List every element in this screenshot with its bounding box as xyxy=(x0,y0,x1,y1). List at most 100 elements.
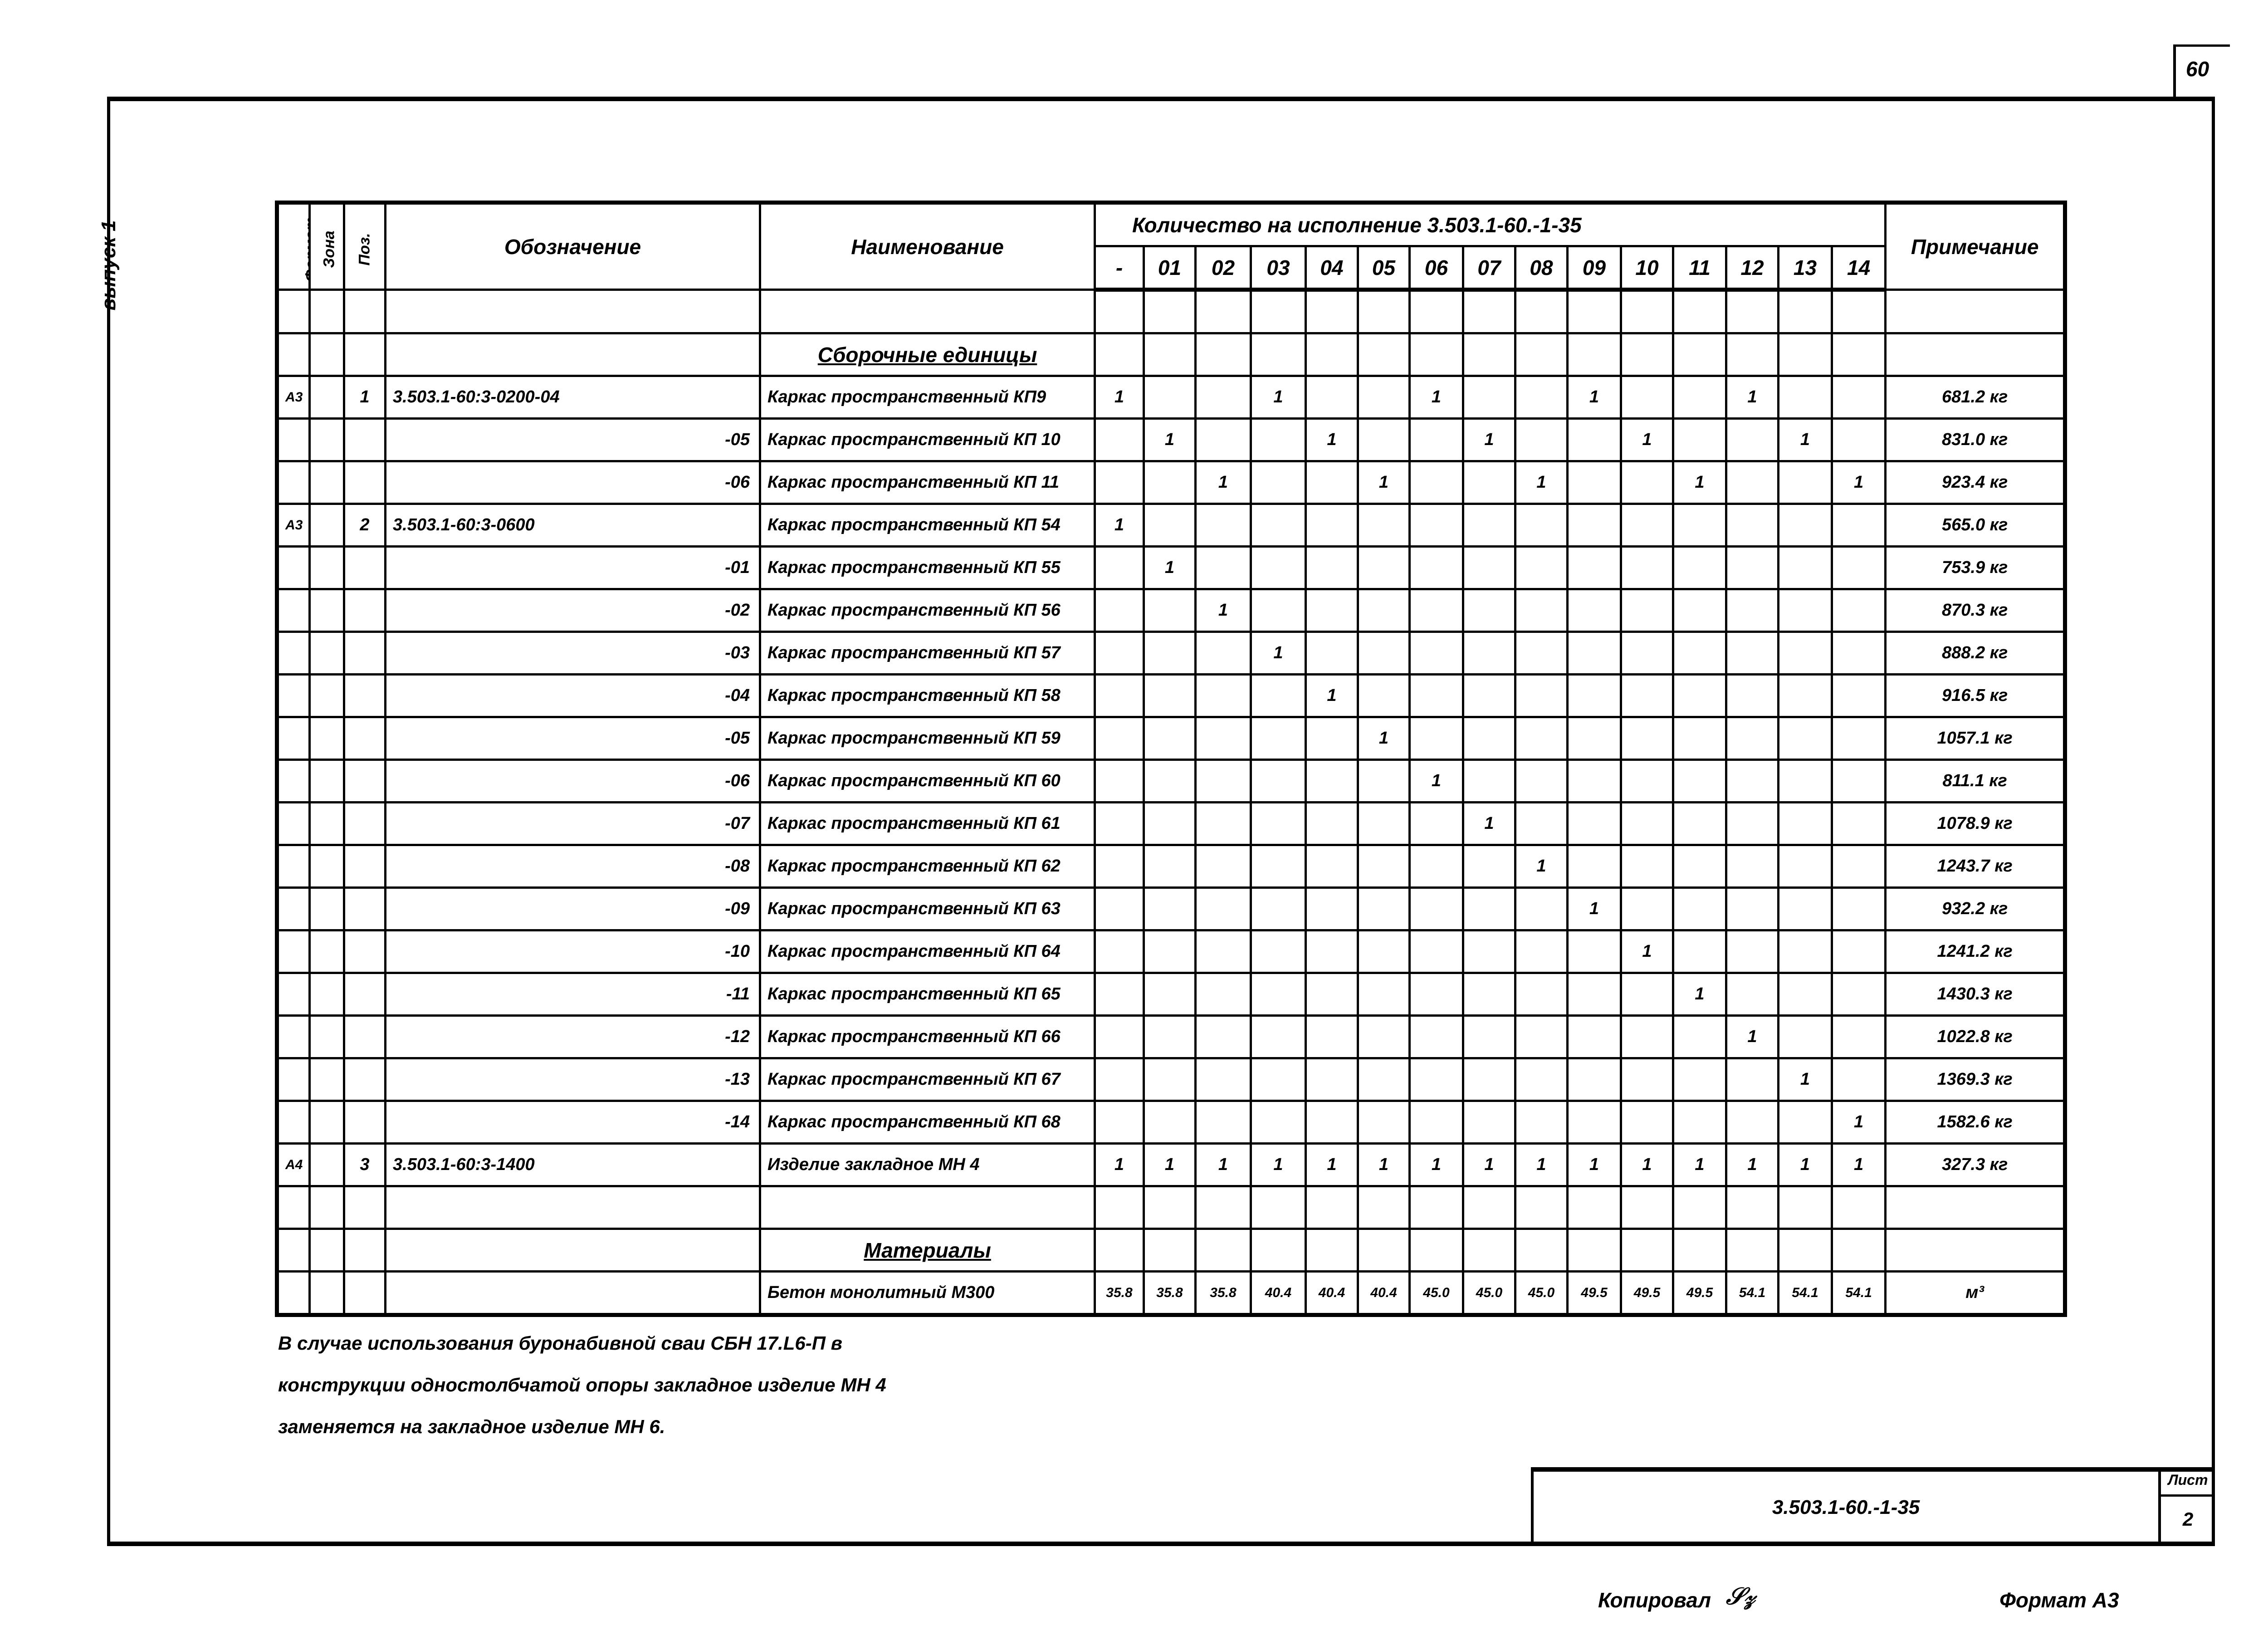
qty-cell xyxy=(1305,631,1359,676)
sheet-box: Лист 2 xyxy=(2158,1467,2215,1543)
qty-cell xyxy=(1566,759,1622,803)
empty-cell xyxy=(343,1185,386,1230)
qty-cell xyxy=(1620,588,1674,633)
qty-cell xyxy=(1620,375,1674,420)
qty-cell: 1 xyxy=(1143,1142,1197,1187)
empty-cell xyxy=(1462,289,1516,334)
empty-cell xyxy=(1566,1228,1622,1273)
name-cell: Каркас пространственный КП9 xyxy=(759,375,1096,420)
qty-cell xyxy=(1620,631,1674,676)
qty-cell xyxy=(1094,1100,1145,1145)
qty-cell xyxy=(1725,417,1779,462)
table-row: -05 Каркас пространственный КП 10 1 1 1 1 1 831… xyxy=(276,417,2067,462)
name-cell: Бетон монолитный М300 xyxy=(759,1270,1096,1316)
qty-cell xyxy=(1094,844,1145,889)
zone-cell xyxy=(308,844,345,889)
qty-cell xyxy=(1725,972,1779,1017)
qty-cell: 35.8 xyxy=(1194,1270,1252,1316)
header-qty-col: 07 xyxy=(1462,245,1516,292)
empty-cell xyxy=(1357,332,1411,377)
name-cell: Каркас пространственный КП 56 xyxy=(759,588,1096,633)
qty-cell xyxy=(1672,929,1727,974)
qty-cell: 1 xyxy=(1830,1142,1887,1187)
header-format: Формат xyxy=(276,201,311,291)
pos-cell xyxy=(343,460,386,505)
empty-cell xyxy=(276,289,311,334)
qty-cell xyxy=(1620,844,1674,889)
qty-cell xyxy=(1777,545,1833,590)
qty-cell xyxy=(1672,716,1727,761)
table-row: -06 Каркас пространственный КП 11 1 1 1 1 1 923… xyxy=(276,460,2067,505)
pos-cell xyxy=(343,759,386,803)
qty-cell xyxy=(1194,1100,1252,1145)
zone-cell xyxy=(308,1014,345,1059)
qty-cell: 1 xyxy=(1194,1142,1252,1187)
empty-cell xyxy=(384,1185,761,1230)
note-cell: 870.3 кг xyxy=(1884,588,2067,633)
empty-cell xyxy=(1672,1228,1727,1273)
qty-cell xyxy=(1777,801,1833,846)
table-row: -03 Каркас пространственный КП 57 1 888.2 к… xyxy=(276,631,2067,676)
header-zone-label: Зона xyxy=(320,230,338,268)
qty-cell: 1 xyxy=(1194,460,1252,505)
qty-cell xyxy=(1725,801,1779,846)
qty-cell: 1 xyxy=(1462,417,1516,462)
pos-cell xyxy=(343,417,386,462)
qty-cell xyxy=(1094,801,1145,846)
qty-cell xyxy=(1566,545,1622,590)
qty-cell xyxy=(1462,588,1516,633)
qty-cell xyxy=(1194,844,1252,889)
qty-cell xyxy=(1194,375,1252,420)
qty-cell: 1 xyxy=(1620,1142,1674,1187)
format-cell xyxy=(276,588,311,633)
empty-cell xyxy=(1884,1185,2067,1230)
qty-cell xyxy=(1830,588,1887,633)
qty-cell xyxy=(1672,1100,1727,1145)
qty-cell xyxy=(1305,844,1359,889)
qty-cell xyxy=(1357,1100,1411,1145)
designation-cell: -12 xyxy=(384,1014,761,1059)
qty-cell xyxy=(1777,503,1833,548)
header-designation: Обозначение xyxy=(384,201,761,291)
empty-cell xyxy=(1094,289,1145,334)
pos-cell xyxy=(343,1100,386,1145)
qty-cell xyxy=(1094,1014,1145,1059)
qty-cell xyxy=(1566,631,1622,676)
qty-cell: 54.1 xyxy=(1725,1270,1779,1316)
empty-cell xyxy=(1830,332,1887,377)
qty-cell xyxy=(1830,716,1887,761)
note-cell: 753.9 кг xyxy=(1884,545,2067,590)
empty-cell xyxy=(1672,332,1727,377)
format-cell xyxy=(276,545,311,590)
empty-cell xyxy=(1725,1185,1779,1230)
table-row: -09 Каркас пространственный КП 63 1 932.2 к… xyxy=(276,886,2067,931)
qty-cell xyxy=(1830,929,1887,974)
zone-cell xyxy=(308,375,345,420)
note-cell: 1430.3 кг xyxy=(1884,972,2067,1017)
empty-cell xyxy=(1305,1228,1359,1273)
designation-cell: -09 xyxy=(384,886,761,931)
qty-cell xyxy=(1830,503,1887,548)
qty-cell xyxy=(1250,972,1307,1017)
name-cell: Каркас пространственный КП 10 xyxy=(759,417,1096,462)
qty-cell xyxy=(1672,759,1727,803)
qty-cell: 1 xyxy=(1777,1057,1833,1102)
qty-cell xyxy=(1408,503,1464,548)
qty-cell: 1 xyxy=(1194,588,1252,633)
section-heading: Сборочные единицы xyxy=(759,332,1096,377)
empty-cell xyxy=(1143,1228,1197,1273)
qty-cell xyxy=(1305,801,1359,846)
pos-cell: 2 xyxy=(343,503,386,548)
title-designation: 3.503.1-60.-1-35 xyxy=(1772,1496,1920,1518)
empty-cell xyxy=(1725,1228,1779,1273)
header-qty-col: 05 xyxy=(1357,245,1411,292)
empty-cell xyxy=(1462,332,1516,377)
empty-cell xyxy=(1143,332,1197,377)
qty-cell xyxy=(1143,1014,1197,1059)
qty-cell: 1 xyxy=(1143,417,1197,462)
header-qty-col: 04 xyxy=(1305,245,1359,292)
qty-cell xyxy=(1672,375,1727,420)
note-line: В случае использования буронабивной сваи… xyxy=(278,1332,842,1354)
header-pos: Поз. xyxy=(343,201,386,291)
qty-cell xyxy=(1514,375,1569,420)
